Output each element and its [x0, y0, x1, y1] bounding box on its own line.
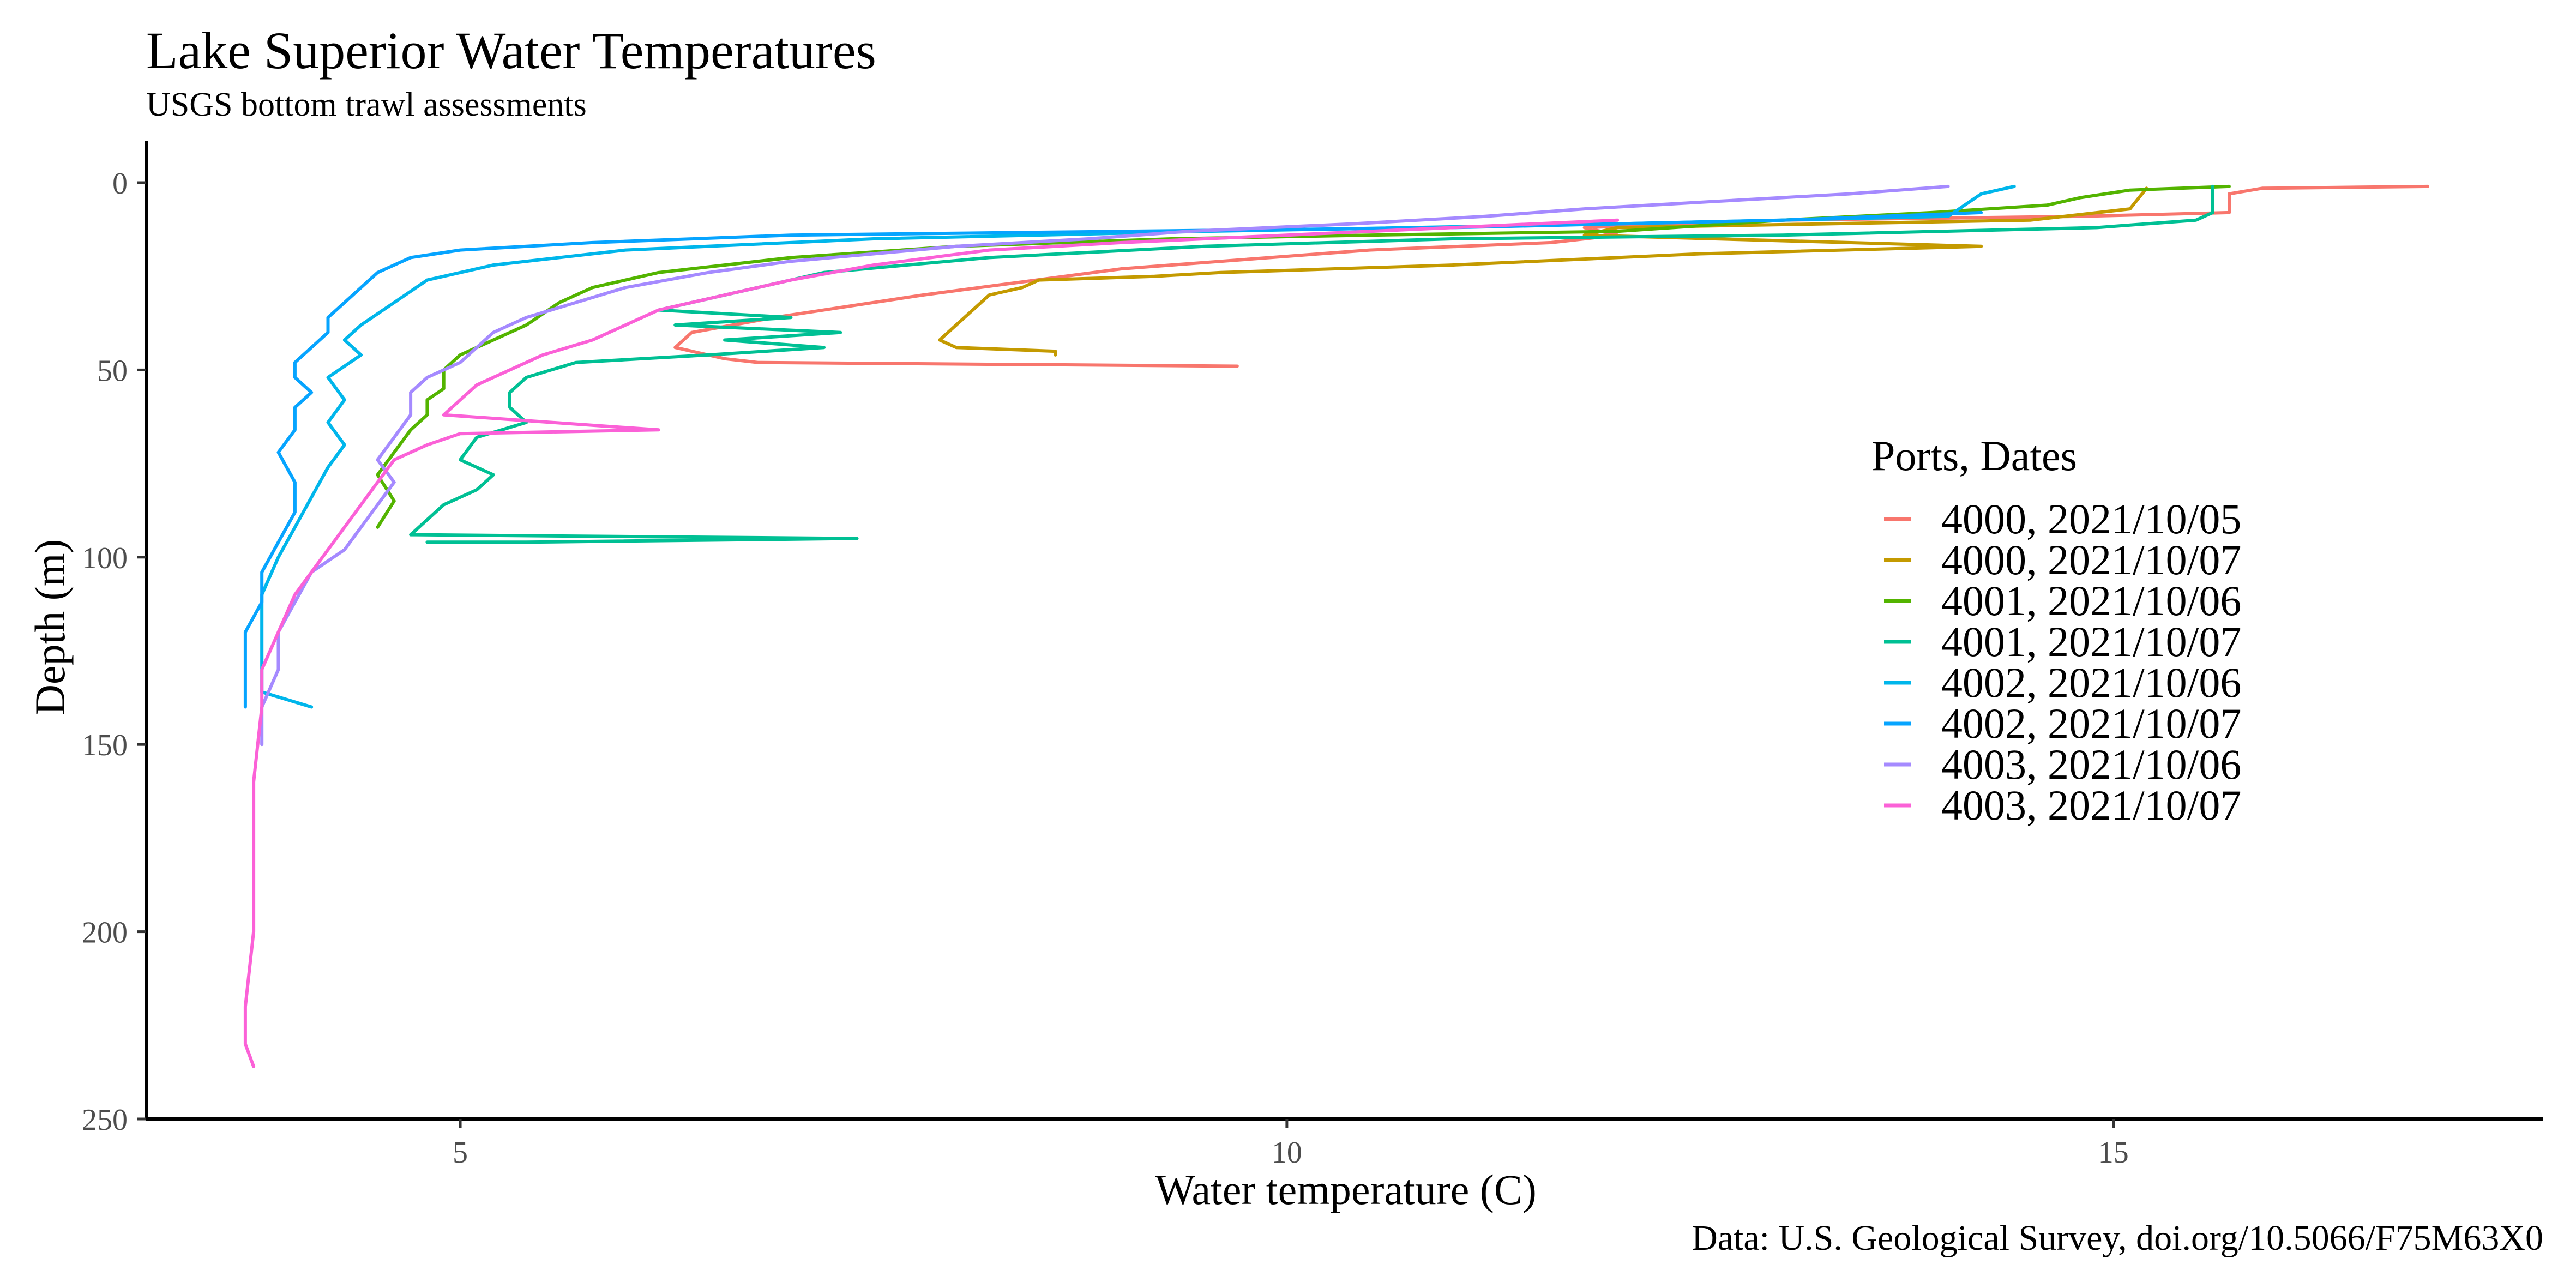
plot-area: 5 10 15 0 50 100 150 200 250 [82, 141, 2543, 1170]
legend-label-6: 4002, 2021/10/07 [1941, 700, 2241, 747]
chart-caption: Data: U.S. Geological Survey, doi.org/10… [1692, 1218, 2543, 1258]
legend-label-3: 4001, 2021/10/06 [1941, 577, 2241, 624]
chart-title: Lake Superior Water Temperatures [146, 21, 876, 80]
series-line-4 [409, 184, 2214, 544]
y-tick-label: 150 [82, 729, 128, 762]
legend-label-5: 4002, 2021/10/06 [1941, 659, 2241, 706]
legend-label-7: 4003, 2021/10/06 [1941, 741, 2241, 788]
x-tick-label: 10 [1272, 1136, 1302, 1170]
x-ticks: 5 10 15 [453, 1119, 2129, 1170]
y-ticks: 0 50 100 150 200 250 [82, 167, 146, 1137]
x-tick-label: 15 [2098, 1136, 2129, 1170]
legend-label-8: 4003, 2021/10/07 [1941, 781, 2241, 829]
series-line-5 [260, 184, 2016, 709]
series-group [243, 184, 2429, 1068]
y-tick-label: 250 [82, 1103, 128, 1137]
x-tick-label: 5 [453, 1136, 468, 1170]
series-line-1 [673, 184, 2429, 368]
y-tick-label: 50 [97, 354, 128, 388]
series-line-2 [938, 186, 2148, 357]
legend-label-2: 4000, 2021/10/07 [1941, 536, 2241, 583]
legend-title: Ports, Dates [1871, 432, 2077, 479]
y-tick-label: 200 [82, 916, 128, 950]
y-tick-label: 100 [82, 541, 128, 575]
chart-subtitle: USGS bottom trawl assessments [146, 86, 587, 123]
x-axis-title: Water temperature (C) [1155, 1166, 1537, 1213]
legend-label-4: 4001, 2021/10/07 [1941, 618, 2241, 665]
y-axis-title: Depth (m) [26, 539, 74, 715]
y-tick-label: 0 [112, 167, 128, 201]
series-line-6 [243, 210, 1983, 709]
series-line-7 [260, 184, 1950, 747]
series-line-8 [243, 218, 1620, 1068]
legend-label-1: 4000, 2021/10/05 [1941, 495, 2241, 543]
